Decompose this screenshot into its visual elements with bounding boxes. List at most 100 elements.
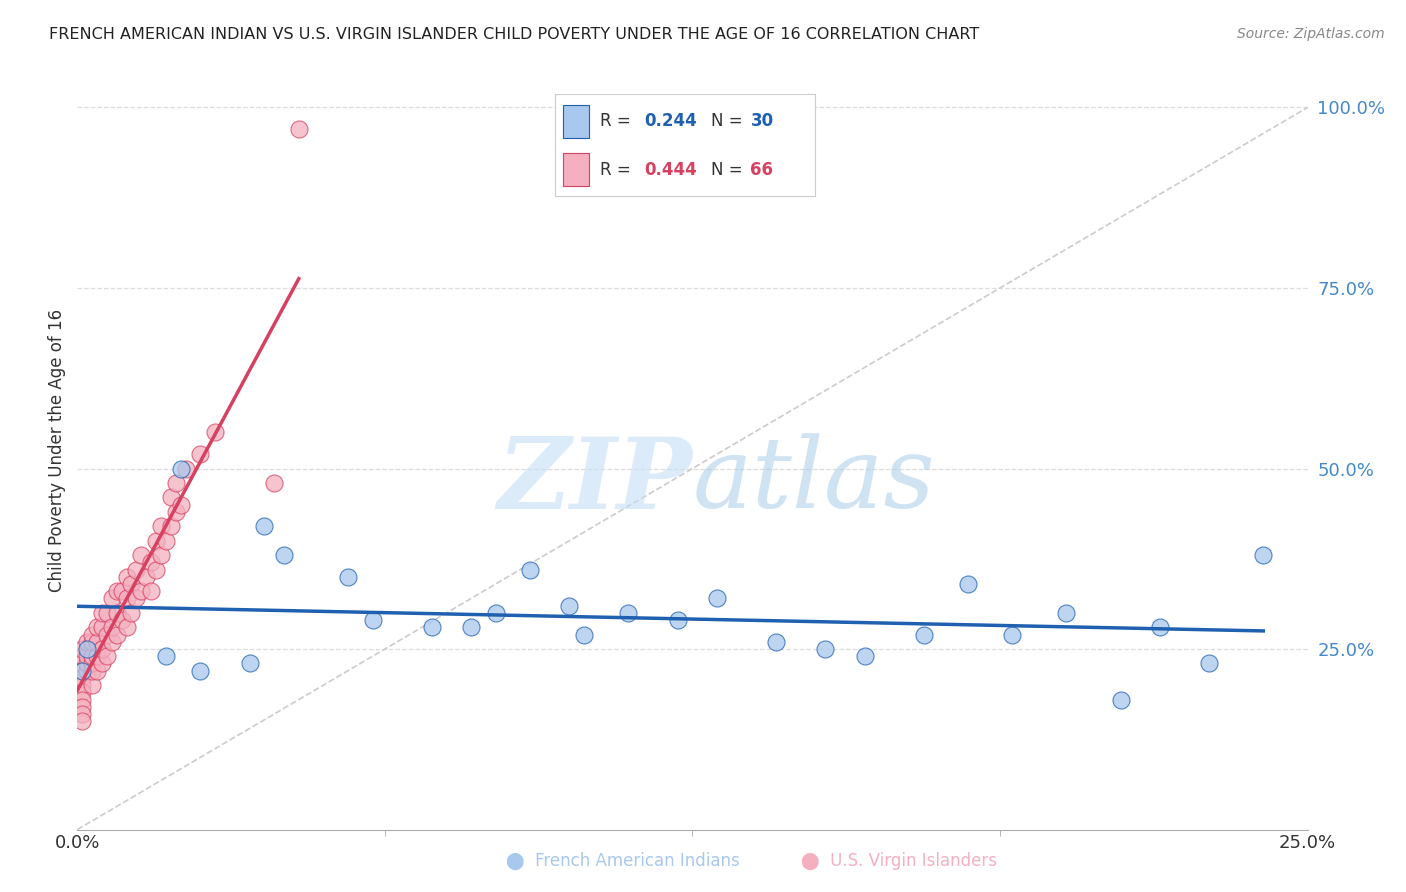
Point: [82, 649, 104, 664]
Point: [204, 425, 226, 440]
Point: [105, 627, 128, 641]
Point: [165, 505, 187, 519]
Point: [485, 606, 508, 620]
Text: 0.244: 0.244: [644, 112, 696, 130]
Point: [1149, 620, 1171, 634]
Point: [170, 498, 193, 512]
Point: [765, 635, 787, 649]
Point: [76, 649, 98, 664]
Point: [86, 620, 108, 634]
Text: 0.444: 0.444: [644, 161, 696, 178]
Point: [125, 563, 148, 577]
Point: [86, 649, 108, 664]
Text: ⬤  French American Indians: ⬤ French American Indians: [506, 852, 740, 870]
Point: [957, 577, 980, 591]
Point: [76, 635, 98, 649]
Point: [105, 584, 128, 599]
Point: [165, 475, 187, 490]
Point: [101, 620, 124, 634]
Point: [519, 563, 541, 577]
Bar: [564, 105, 589, 137]
Point: [141, 584, 163, 599]
Point: [155, 533, 177, 548]
Text: N =: N =: [711, 112, 748, 130]
Text: N =: N =: [711, 161, 748, 178]
Point: [1001, 627, 1024, 641]
Point: [90, 642, 114, 657]
Point: [188, 447, 212, 461]
Point: [558, 599, 581, 613]
Point: [115, 620, 138, 634]
Point: [70, 664, 93, 678]
Text: 66: 66: [751, 161, 773, 178]
Point: [70, 699, 93, 714]
Point: [337, 570, 360, 584]
Point: [273, 548, 295, 562]
Text: atlas: atlas: [693, 434, 935, 528]
Point: [90, 620, 114, 634]
Point: [288, 122, 311, 136]
Point: [135, 570, 157, 584]
Y-axis label: Child Poverty Under the Age of 16: Child Poverty Under the Age of 16: [48, 309, 66, 592]
Point: [125, 591, 148, 606]
Point: [115, 570, 138, 584]
Point: [1198, 657, 1220, 671]
Point: [101, 591, 124, 606]
Point: [253, 519, 276, 533]
Point: [1253, 548, 1275, 562]
Point: [70, 692, 93, 706]
Point: [70, 714, 93, 729]
Point: [129, 548, 153, 562]
Point: [174, 461, 197, 475]
Point: [160, 491, 183, 505]
Point: [111, 584, 132, 599]
Point: [617, 606, 640, 620]
Point: [574, 627, 596, 641]
Point: [420, 620, 443, 634]
Point: [1109, 692, 1132, 706]
Point: [70, 642, 93, 657]
Bar: [564, 153, 589, 186]
Point: [70, 678, 93, 692]
Point: [105, 606, 128, 620]
Text: R =: R =: [599, 161, 636, 178]
Point: [111, 613, 132, 627]
Point: [121, 577, 143, 591]
Point: [70, 706, 93, 721]
Point: [145, 563, 167, 577]
Point: [706, 591, 728, 606]
Point: [86, 664, 108, 678]
Point: [96, 606, 118, 620]
Point: [121, 606, 143, 620]
Point: [853, 649, 876, 664]
Point: [96, 649, 118, 664]
Point: [82, 627, 104, 641]
Text: R =: R =: [599, 112, 636, 130]
Point: [90, 657, 114, 671]
Text: 30: 30: [751, 112, 773, 130]
Point: [150, 519, 173, 533]
Point: [814, 642, 837, 657]
Point: [666, 613, 689, 627]
Point: [76, 664, 98, 678]
Point: [70, 671, 93, 685]
Point: [82, 678, 104, 692]
Point: [155, 649, 177, 664]
Point: [129, 584, 153, 599]
Point: [188, 664, 212, 678]
Point: [145, 533, 167, 548]
Point: [263, 475, 285, 490]
Point: [170, 461, 193, 475]
Text: ⬤  U.S. Virgin Islanders: ⬤ U.S. Virgin Islanders: [801, 852, 997, 870]
Point: [96, 627, 118, 641]
Point: [82, 664, 104, 678]
Point: [70, 649, 93, 664]
Point: [82, 635, 104, 649]
Point: [86, 635, 108, 649]
Point: [70, 685, 93, 699]
Text: ZIP: ZIP: [498, 433, 693, 529]
Point: [460, 620, 482, 634]
Point: [361, 613, 384, 627]
Point: [101, 635, 124, 649]
Point: [90, 606, 114, 620]
